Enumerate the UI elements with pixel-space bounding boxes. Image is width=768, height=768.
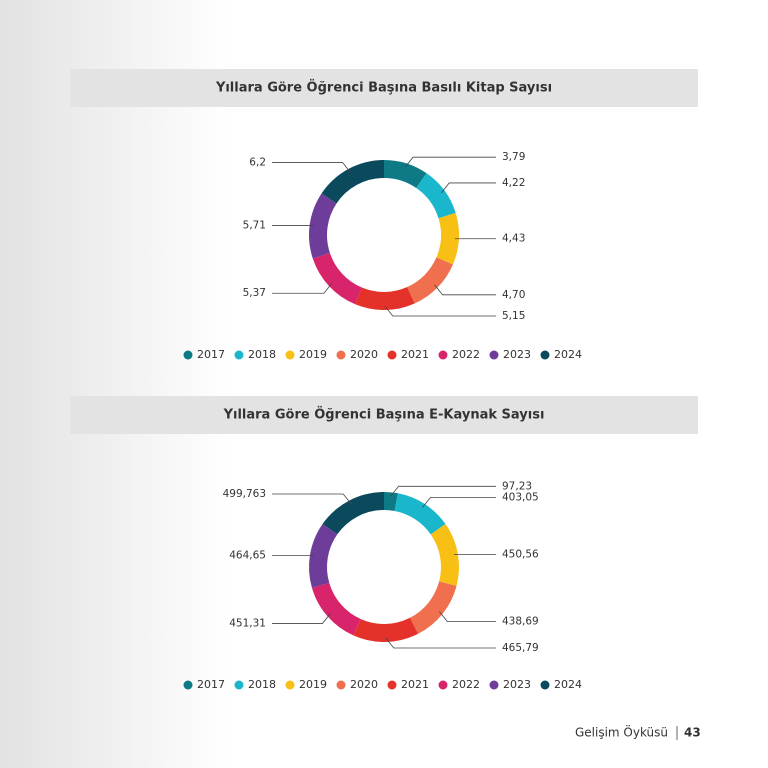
leader-line bbox=[390, 485, 496, 497]
legend-swatch bbox=[285, 680, 295, 690]
leader-line bbox=[404, 156, 496, 168]
legend-label: 2023 bbox=[503, 678, 531, 691]
leader-line bbox=[385, 637, 496, 649]
legend-swatch bbox=[183, 680, 193, 690]
data-label: 438,69 bbox=[502, 615, 539, 627]
donut-slice bbox=[321, 160, 384, 204]
legend-label: 2022 bbox=[452, 678, 480, 691]
legend-swatch bbox=[438, 350, 448, 360]
legend-label: 2022 bbox=[452, 348, 480, 361]
legend-label: 2017 bbox=[197, 348, 225, 361]
legend-label: 2024 bbox=[554, 678, 582, 691]
chart-title: Yıllara Göre Öğrenci Başına Basılı Kitap… bbox=[215, 80, 552, 96]
donut-slice bbox=[416, 173, 456, 219]
legend-label: 2018 bbox=[248, 678, 276, 691]
donut-slice bbox=[436, 212, 460, 265]
leader-line bbox=[440, 182, 496, 194]
footer-page: 43 bbox=[684, 726, 701, 740]
leader-line bbox=[434, 284, 496, 296]
donut-slice bbox=[312, 252, 362, 305]
donut-slice bbox=[384, 492, 398, 511]
data-label: 3,79 bbox=[502, 151, 525, 163]
data-label: 4,22 bbox=[502, 177, 525, 189]
legend-label: 2020 bbox=[350, 348, 378, 361]
legend-swatch bbox=[285, 350, 295, 360]
data-label: 464,65 bbox=[229, 549, 266, 561]
legend-label: 2019 bbox=[299, 348, 327, 361]
data-label: 97,23 bbox=[502, 480, 532, 492]
legend-swatch bbox=[387, 680, 397, 690]
donut-slice bbox=[430, 524, 459, 586]
leader-line bbox=[272, 162, 351, 173]
chart-header bbox=[70, 396, 698, 434]
data-label: 403,05 bbox=[502, 491, 539, 503]
footer-section: Gelişim Öyküsü bbox=[575, 724, 668, 740]
donut-slice bbox=[354, 287, 415, 310]
legend-swatch bbox=[336, 350, 346, 360]
data-label: 465,79 bbox=[502, 642, 539, 654]
data-label: 4,43 bbox=[502, 233, 525, 245]
donut-slice bbox=[311, 582, 361, 636]
legend-swatch bbox=[387, 350, 397, 360]
donut-slice bbox=[309, 523, 338, 588]
leader-line bbox=[272, 282, 333, 294]
legend-swatch bbox=[183, 350, 193, 360]
data-label: 4,70 bbox=[502, 289, 525, 301]
legend-label: 2021 bbox=[401, 348, 429, 361]
data-label: 450,56 bbox=[502, 548, 539, 560]
donut-slice bbox=[353, 617, 419, 642]
legend-swatch bbox=[336, 680, 346, 690]
legend-label: 2024 bbox=[554, 348, 582, 361]
donut-slice bbox=[409, 581, 457, 634]
leader-line bbox=[422, 496, 496, 508]
legend-swatch bbox=[540, 350, 550, 360]
legend-label: 2018 bbox=[248, 348, 276, 361]
leader-line bbox=[439, 611, 496, 622]
legend-swatch bbox=[489, 350, 499, 360]
donut-slice bbox=[384, 160, 427, 189]
leader-line bbox=[272, 613, 331, 624]
leader-line bbox=[384, 305, 496, 317]
donut-slice bbox=[407, 257, 453, 304]
legend-swatch bbox=[234, 680, 244, 690]
legend-label: 2019 bbox=[299, 678, 327, 691]
data-label: 499,763 bbox=[223, 488, 266, 500]
legend-swatch bbox=[234, 350, 244, 360]
legend-label: 2021 bbox=[401, 678, 429, 691]
data-label: 6,2 bbox=[249, 156, 266, 168]
donut-slice bbox=[394, 493, 446, 535]
data-label: 5,71 bbox=[243, 220, 266, 232]
legend-label: 2023 bbox=[503, 348, 531, 361]
legend-swatch bbox=[438, 680, 448, 690]
data-label: 5,37 bbox=[243, 287, 266, 299]
data-label: 451,31 bbox=[229, 618, 266, 630]
data-label: 5,15 bbox=[502, 310, 525, 322]
legend-label: 2017 bbox=[197, 678, 225, 691]
donut-slice bbox=[309, 193, 337, 259]
chart-title: Yıllara Göre Öğrenci Başına E-Kaynak Say… bbox=[223, 407, 545, 423]
donut-slice bbox=[322, 492, 384, 535]
legend-swatch bbox=[540, 680, 550, 690]
legend-swatch bbox=[489, 680, 499, 690]
legend-label: 2020 bbox=[350, 678, 378, 691]
leader-line bbox=[272, 493, 352, 505]
chart-header bbox=[70, 69, 698, 107]
